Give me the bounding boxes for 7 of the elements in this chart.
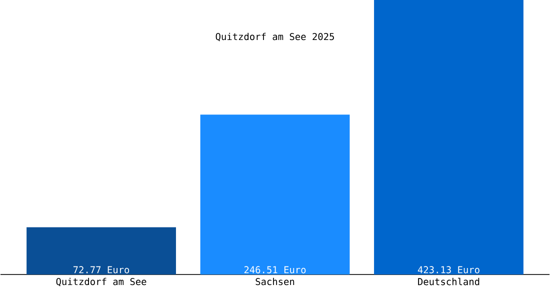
text: Quitzdorf am See 2025 [216,32,334,42]
data-label: 72.77 Euro [73,266,130,274]
data-label: 246.51 Euro [244,266,306,274]
x-tick-label: Quitzdorf am See [56,278,146,286]
data-label: 423.13 Euro [418,266,480,274]
x-tick-label: Deutschland [418,278,480,286]
x-tick-label: Sachsen [256,278,294,285]
